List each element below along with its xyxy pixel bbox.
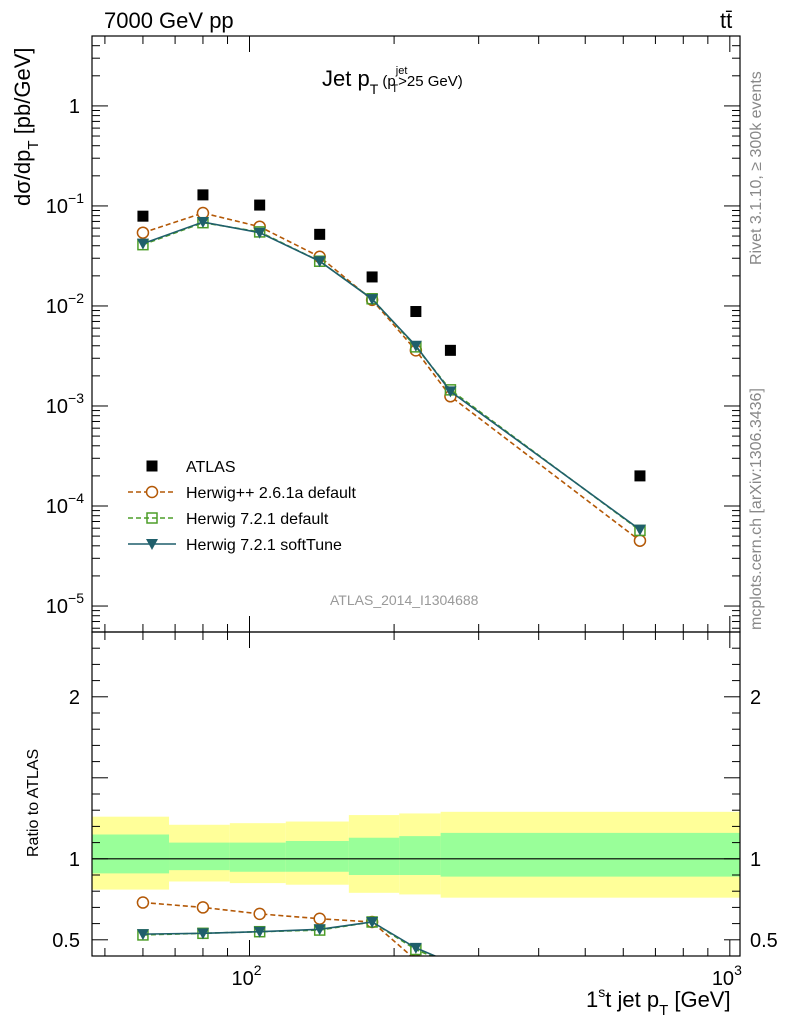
data-point-atlas: [197, 189, 209, 201]
legend-marker: [146, 512, 158, 524]
legend-label: Herwig 7.2.1 default: [186, 511, 329, 528]
data-point-atlas: [314, 228, 326, 240]
y-tick-label: 10−4: [46, 490, 84, 518]
data-point-herwig-2-6-1a-default: [136, 226, 150, 239]
data-point-herwig-2-6-1a-default: [136, 896, 150, 909]
y-tick-label: 10−2: [46, 290, 84, 318]
data-point-atlas: [444, 344, 456, 356]
ratio-uncertainty-bands: [92, 811, 740, 898]
band-inner-bin: [399, 836, 441, 875]
data-point-herwig-2-6-1a-default: [313, 912, 326, 925]
data-point-herwig-7-2-1-softtune: [136, 238, 149, 250]
legend-entry-herwig-2-6-1a-default: Herwig++ 2.6.1a default: [128, 485, 356, 502]
data-point-herwig-7-2-1-default: [445, 959, 455, 969]
x-tick-label: 102: [231, 962, 261, 990]
data-point-herwig-7-2-1-softtune: [313, 256, 326, 268]
data-point-herwig-7-2-1-softtune: [253, 926, 266, 938]
legend-label: Herwig++ 2.6.1a default: [186, 485, 356, 502]
data-point-herwig-7-2-1-softtune: [633, 524, 646, 536]
data-point-atlas: [634, 470, 646, 482]
band-inner-bin: [440, 832, 740, 877]
ratio-y-tick-label: 1: [69, 849, 80, 871]
series-line-herwig-2-6-1a-default: [142, 901, 413, 956]
data-point-herwig-7-2-1-softtune: [253, 227, 266, 239]
ratio-y-tick-label-right: 1: [750, 849, 761, 871]
legend-marker: [145, 485, 159, 499]
y-tick-label: 10−3: [46, 390, 84, 418]
series-line-herwig-2-6-1a-default: [142, 212, 641, 542]
ratio-y-tick-label: 2: [69, 687, 80, 709]
data-point-atlas: [366, 271, 378, 283]
data-point-atlas: [254, 199, 266, 211]
ratio-plot-series: [136, 896, 456, 976]
plot-title: Jet pT (pjet T>25 GeV): [322, 65, 463, 97]
ratio-y-axis-label: Ratio to ATLAS: [25, 749, 42, 857]
data-point-atlas: [410, 306, 422, 318]
x-tick-label: 103: [712, 962, 742, 990]
legend-entry-atlas: ATLAS: [146, 459, 236, 476]
band-inner-bin: [169, 842, 230, 871]
axis-ticks: 102 103 10−5 10−4 10−3 10−2 10−1 1 0.5 0.5 1 1 2 2: [46, 35, 778, 990]
svg-text:dσ/dpT [pb/GeV]: dσ/dpT [pb/GeV]: [10, 47, 42, 206]
y-tick-label: 1: [69, 96, 80, 118]
data-point-herwig-2-6-1a-default: [196, 901, 210, 914]
legend-label: ATLAS: [186, 459, 236, 476]
legend-entry-herwig-7-2-1-default: Herwig 7.2.1 default: [128, 511, 329, 528]
band-inner-bin: [229, 842, 286, 872]
data-point-herwig-7-2-1-softtune: [366, 294, 379, 306]
svg-text:1st jet pT [GeV]: 1st jet pT [GeV]: [586, 984, 731, 1019]
data-point-herwig-7-2-1-softtune: [366, 916, 379, 928]
data-point-herwig-7-2-1-softtune: [409, 942, 422, 954]
data-point-herwig-7-2-1-softtune: [444, 957, 456, 968]
ratio-plot-frame: [91, 631, 741, 957]
analysis-watermark: ATLAS_2014_I1304688: [330, 592, 479, 608]
data-point-herwig-2-6-1a-default: [196, 206, 210, 220]
data-point-herwig-7-2-1-softtune: [196, 217, 209, 229]
mcplots-reference-label: mcplots.cern.ch [arXiv:1306.3436]: [748, 388, 765, 630]
data-point-herwig-7-2-1-softtune: [409, 340, 422, 352]
data-point-herwig-7-2-1-softtune: [444, 386, 457, 398]
legend-marker: [146, 460, 158, 472]
series-line-herwig-7-2-1-default: [142, 921, 434, 956]
legend: ATLAS Herwig++ 2.6.1a default Herwig 7.2.1…: [128, 459, 356, 554]
y-tick-label: 10−5: [46, 590, 84, 618]
ratio-y-tick-label-right: 2: [750, 687, 761, 709]
data-point-herwig-7-2-1-softtune: [313, 924, 326, 936]
data-point-herwig-7-2-1-softtune: [136, 929, 149, 941]
band-inner-bin: [92, 834, 170, 874]
series-line-herwig-7-2-1-softtune: [142, 221, 641, 531]
band-inner-bin: [285, 840, 349, 872]
ratio-y-tick-label: 0.5: [52, 930, 80, 952]
legend-marker: [146, 539, 158, 550]
data-point-herwig-2-6-1a-default: [445, 965, 456, 976]
data-point-atlas: [137, 210, 149, 222]
ratio-y-tick-label-right: 0.5: [750, 930, 778, 952]
data-point-herwig-2-6-1a-default: [633, 534, 647, 547]
band-inner-bin: [348, 837, 400, 875]
rivet-version-label: Rivet 3.1.10, ≥ 300k events: [748, 71, 765, 265]
main-y-axis-label: dσ/dpT [pb/GeV]: [10, 47, 42, 206]
process-label: tt̄: [720, 8, 732, 33]
energy-label: 7000 GeV pp: [104, 8, 234, 33]
y-tick-label: 10−1: [46, 190, 84, 218]
data-point-herwig-7-2-1-softtune: [196, 928, 209, 940]
legend-entry-herwig-7-2-1-softtune: Herwig 7.2.1 softTune: [128, 537, 342, 554]
main-plot-series: [136, 189, 647, 547]
x-axis-label: 1st jet pT [GeV]: [586, 984, 731, 1019]
data-point-herwig-2-6-1a-default: [253, 907, 266, 921]
legend-label: Herwig 7.2.1 softTune: [186, 537, 342, 554]
